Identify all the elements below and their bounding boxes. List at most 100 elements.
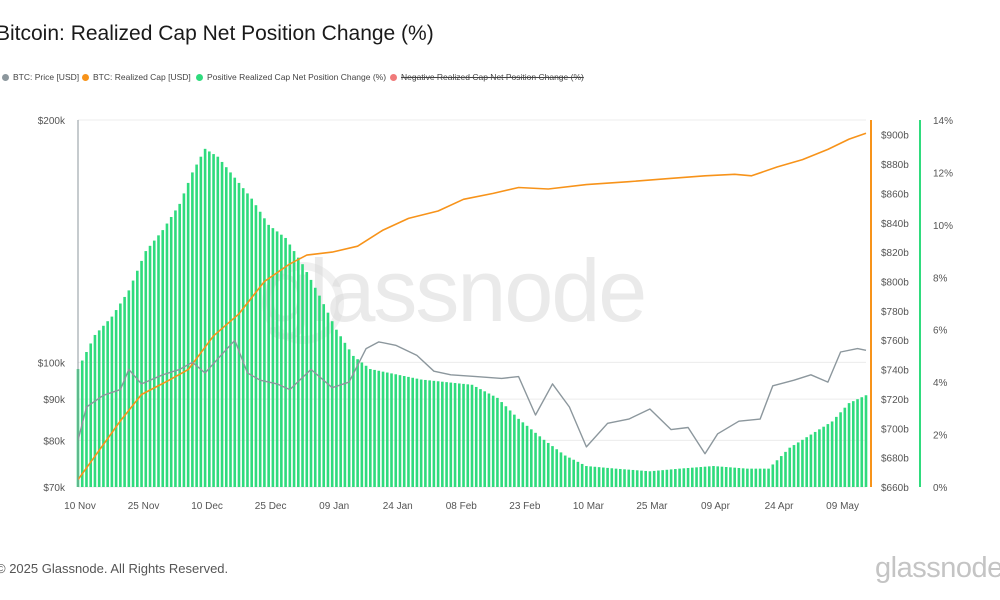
bar [483,391,487,487]
bar [373,369,376,487]
chart-title: Bitcoin: Realized Cap Net Position Chang… [0,22,434,45]
legend-label-price: BTC: Price [USD] [13,72,80,82]
legend-item-price[interactable]: BTC: Price [USD] [2,72,79,82]
bar [369,369,372,487]
legend-label-positive-change: Positive Realized Cap Net Position Chang… [207,72,387,82]
bar [339,336,342,487]
legend-item-realized-cap[interactable]: BTC: Realized Cap [USD] [82,72,191,82]
chart-svg: $200k $100k $90k $80k $70k $900b $880b $860b $84… [38,116,953,512]
bar [165,223,169,487]
bar [97,330,101,487]
bar [203,148,207,488]
x-tick-label: 10 Dec [191,501,223,512]
bar [208,151,211,487]
bar [712,466,715,487]
bar [398,375,402,487]
bar [326,312,330,487]
bar [665,469,669,487]
bar [432,380,436,487]
bar [839,412,842,487]
bar [212,154,215,488]
bar [796,442,800,487]
bar [313,287,317,487]
bar [85,351,88,487]
bar [657,470,660,487]
bar [860,397,864,487]
footer-logo: glassnode [875,552,1000,584]
legend-item-positive-change[interactable]: Positive Realized Cap Net Position Chang… [196,72,386,82]
bar [818,429,821,487]
bar [216,156,220,487]
bar [457,383,461,487]
bar [555,449,559,487]
realized-cap-tick-label: $800b [881,277,909,288]
bar [724,467,728,487]
bar [788,447,792,487]
bar [661,470,664,487]
realized-cap-tick-label: $820b [881,248,909,259]
price-tick-label: $100k [38,358,66,369]
bar [589,466,592,487]
bar [597,467,601,487]
bar [250,198,254,487]
bar [106,321,109,487]
bar [737,467,741,487]
legend-swatch-realized-cap [82,73,89,81]
x-tick-label: 24 Jan [383,501,413,512]
bar [822,426,825,487]
bar [441,381,444,487]
bar [741,468,745,487]
bar [775,460,779,487]
bar [763,468,766,487]
bar [703,466,707,487]
x-tick-label: 09 Apr [701,501,731,512]
bar [415,378,419,487]
bar [695,467,698,487]
bar [474,386,478,487]
bar [436,381,440,487]
bar [263,218,266,487]
bar [470,384,474,487]
bar [318,295,321,487]
bar [407,376,410,487]
bar [330,321,334,487]
bar [254,205,258,488]
bar [648,471,652,487]
bar [851,401,855,487]
bar [377,370,381,487]
bar [169,216,173,487]
bar [152,240,156,487]
bar [110,316,114,487]
bar [546,442,550,487]
bar [292,251,296,487]
bar [758,468,762,487]
legend: BTC: Price [USD] BTC: Realized Cap [USD]… [0,72,1000,88]
bar [746,468,749,487]
bar [322,304,326,487]
bar [241,188,245,487]
legend-item-negative-change[interactable]: Negative Realized Cap Net Position Chang… [390,72,584,82]
bar [627,469,631,487]
x-tick-label: 24 Apr [765,501,795,512]
bar [445,382,448,487]
bar [360,362,364,487]
bar [275,231,279,487]
bar [280,234,283,487]
bar [699,467,703,487]
bar [830,421,834,487]
bar [195,164,198,488]
bar [449,382,453,487]
bar [779,456,783,487]
x-tick-label: 25 Mar [636,501,668,512]
bar [309,279,313,487]
bar [504,406,508,487]
bar [191,172,194,487]
bar [618,468,622,487]
realized-cap-tick-label: $860b [881,189,909,200]
x-tick-label: 10 Mar [573,501,605,512]
legend-label-realized-cap: BTC: Realized Cap [USD] [93,72,191,82]
bar [284,237,287,487]
bar [513,414,516,487]
bar [754,468,758,487]
net-change-tick-label: 2% [933,431,948,442]
